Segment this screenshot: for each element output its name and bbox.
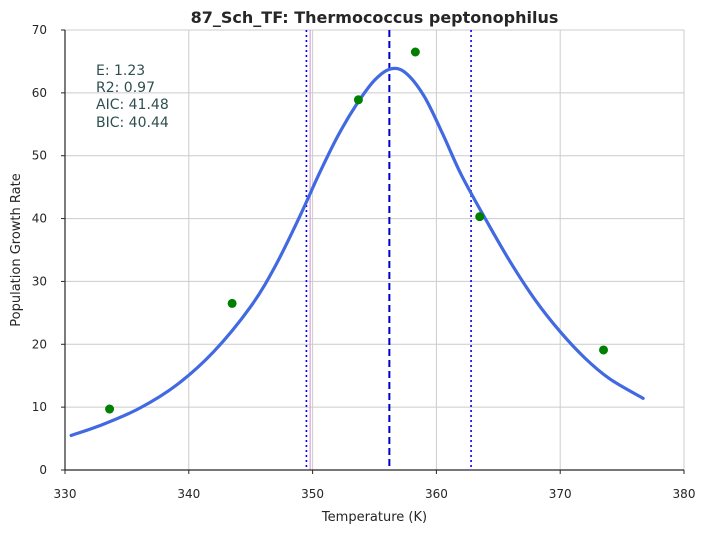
grid: [65, 29, 685, 470]
y-tick-labels: 0 10 20 30 40 50 60 70: [32, 23, 65, 477]
x-tick-labels: 330 340 350 360 370 380: [54, 470, 696, 501]
data-point: [353, 95, 363, 105]
data-point: [227, 298, 237, 308]
y-tick-label: 40: [32, 212, 47, 226]
x-tick-label: 340: [177, 487, 200, 501]
stats-bic: BIC: 40.44: [96, 115, 169, 131]
axes: [64, 30, 684, 471]
vertical-lines: [305, 30, 472, 470]
y-tick-label: 30: [32, 274, 47, 288]
data-point: [475, 212, 485, 222]
x-tick-label: 350: [301, 487, 324, 501]
data-point: [599, 345, 609, 355]
chart-title: 87_Sch_TF: Thermococcus peptonophilus: [191, 8, 559, 27]
x-tick-label: 330: [54, 487, 77, 501]
stats-r2: R2: 0.97: [96, 80, 155, 96]
x-tick-label: 380: [673, 487, 696, 501]
y-tick-label: 60: [32, 86, 47, 100]
fit-curve: [69, 66, 645, 438]
y-tick-label: 10: [32, 400, 47, 414]
y-tick-label: 50: [32, 149, 47, 163]
stats-e: E: 1.23: [96, 63, 145, 79]
y-axis-label: Population Growth Rate: [9, 173, 24, 326]
fit-curve-layer: [69, 66, 645, 438]
stats-box: E: 1.23 R2: 0.97 AIC: 41.48 BIC: 40.44: [96, 63, 169, 131]
data-points: [105, 47, 609, 414]
stats-aic: AIC: 41.48: [96, 97, 169, 113]
data-point: [105, 404, 115, 414]
x-tick-label: 360: [425, 487, 448, 501]
x-axis-label: Temperature (K): [321, 510, 427, 525]
x-tick-label: 370: [549, 487, 572, 501]
y-tick-label: 20: [32, 337, 47, 351]
y-tick-label: 0: [39, 463, 47, 477]
data-point: [410, 47, 420, 57]
y-tick-label: 70: [32, 23, 47, 37]
